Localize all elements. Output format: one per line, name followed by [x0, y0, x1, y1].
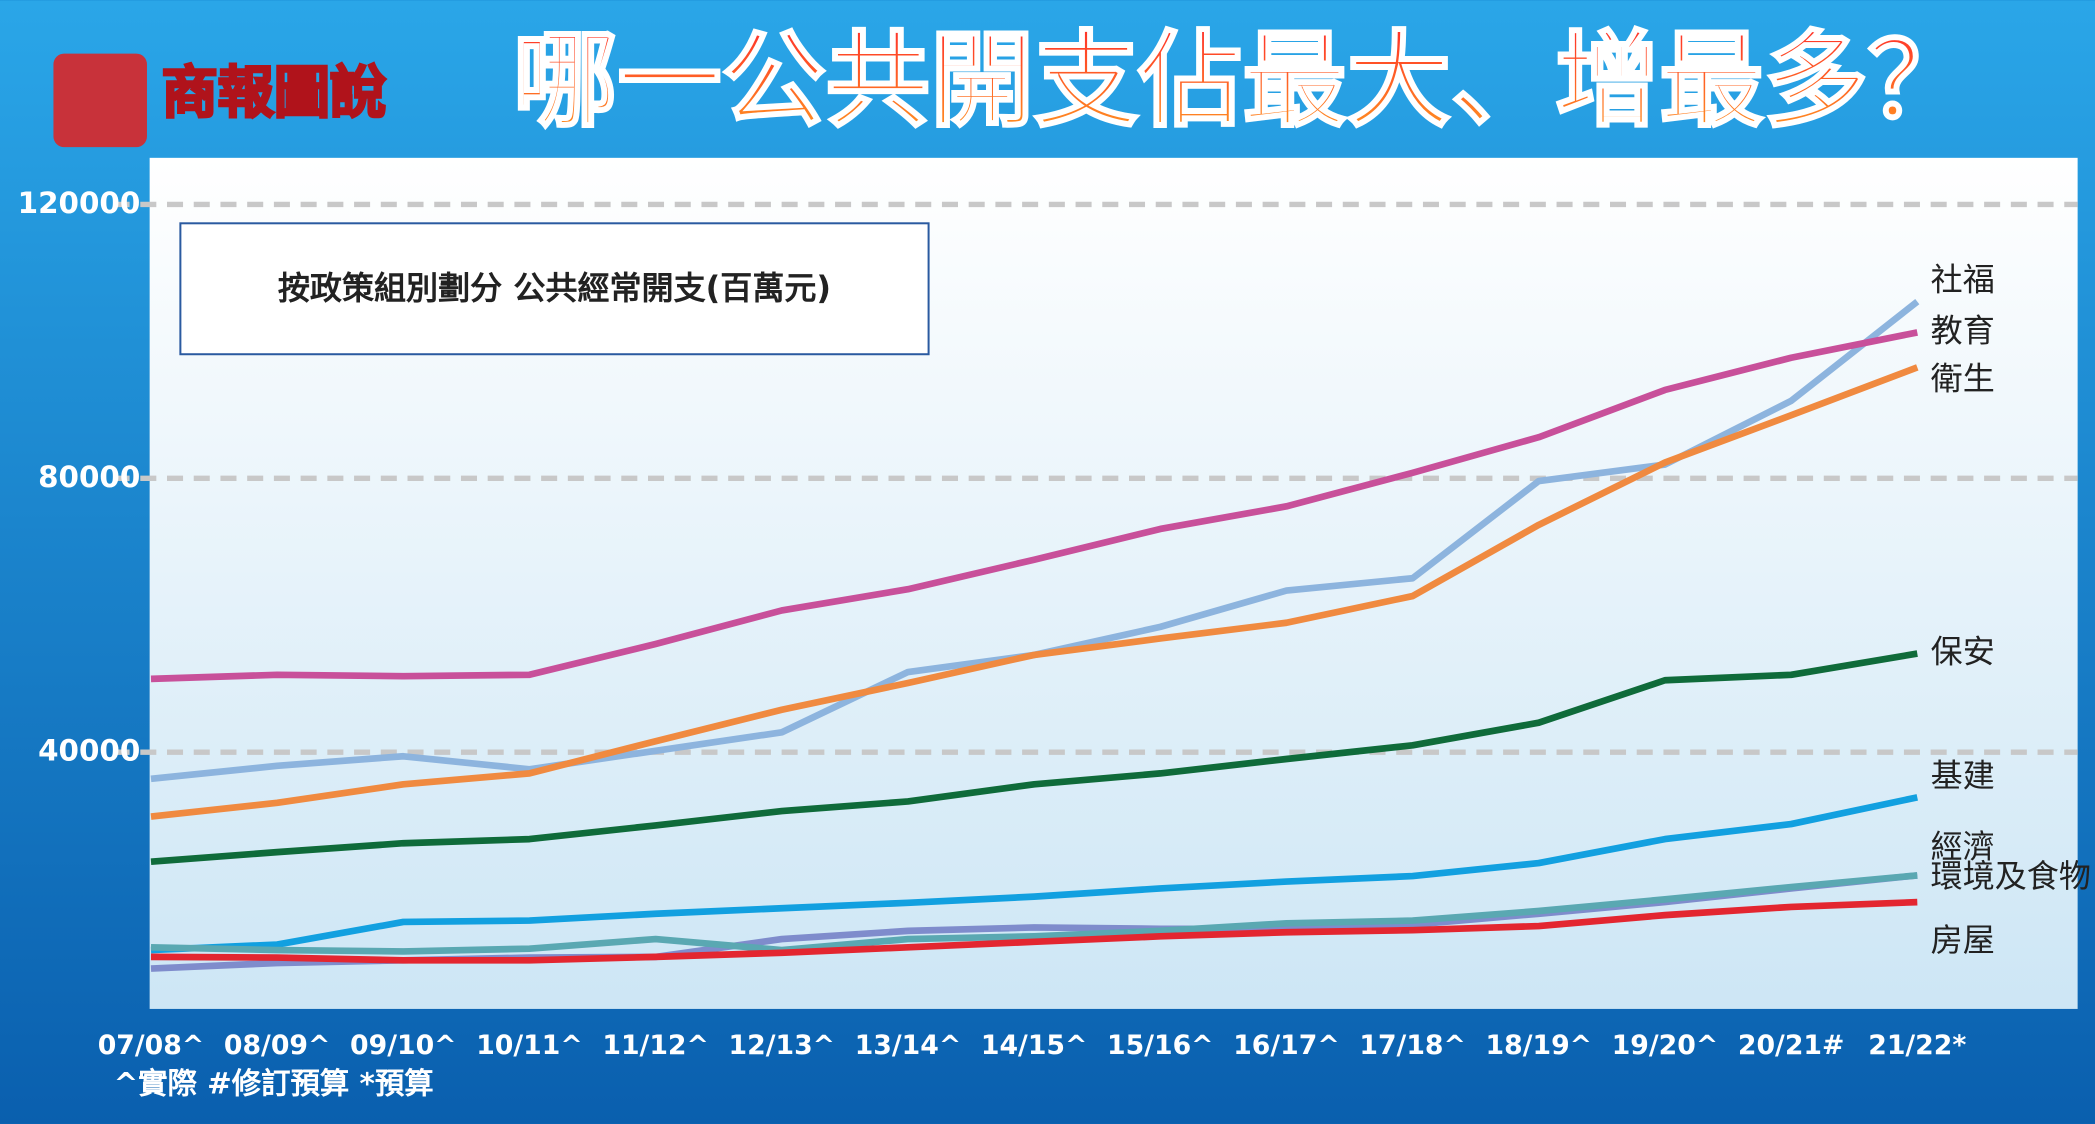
x-tick-label: 14/15^ [981, 1030, 1088, 1061]
subtitle-box [179, 222, 930, 356]
data-line [150, 329, 1918, 683]
data-line [150, 872, 1918, 955]
data-line [150, 364, 1919, 820]
logo-icon [53, 53, 147, 148]
x-tick-label: 11/12^ [602, 1030, 709, 1061]
y-tick-label: 120000 [18, 186, 141, 220]
series-label: 保安 [1931, 633, 1995, 671]
x-tick-label: 12/13^ [729, 1030, 836, 1061]
series-label: 環境及食物 [1931, 857, 2091, 895]
x-tick-label: 15/16^ [1107, 1030, 1214, 1061]
x-tick-label: 18/19^ [1486, 1030, 1593, 1061]
x-tick-label: 13/14^ [855, 1030, 962, 1061]
title: 哪一公共開支佔最大、增最多？ [513, 20, 1972, 142]
x-tick-label: 16/17^ [1233, 1030, 1340, 1061]
x-tick-label: 21/22* [1868, 1030, 1966, 1061]
series-label: 基建 [1931, 756, 1995, 794]
data-line [150, 794, 1918, 954]
x-tick-label: 20/21# [1738, 1030, 1845, 1061]
x-tick-label: 08/09^ [224, 1030, 331, 1061]
x-tick-label: 09/10^ [350, 1030, 457, 1061]
x-tick-label: 07/08^ [98, 1030, 205, 1061]
series-label: 經濟 [1931, 828, 1995, 866]
data-line [150, 650, 1918, 866]
series-label: 教育 [1931, 311, 1995, 349]
y-tick-label: 80000 [38, 460, 140, 494]
x-tick-label: 10/11^ [476, 1030, 583, 1061]
x-tick-label: 19/20^ [1612, 1030, 1719, 1061]
footnote: ^實際 #修訂預算 *預算 [114, 1067, 434, 1101]
series-label: 房屋 [1931, 921, 1995, 959]
x-tick-label: 17/18^ [1359, 1030, 1466, 1061]
series-label: 衛生 [1931, 360, 1995, 398]
data-line [150, 898, 1918, 964]
series-label: 社福 [1931, 261, 1995, 299]
y-tick-label: 40000 [38, 734, 140, 768]
subtitle: 按政策組別劃分 公共經常開支(百萬元) [278, 269, 831, 307]
logo: 商報圖說 [162, 61, 386, 126]
